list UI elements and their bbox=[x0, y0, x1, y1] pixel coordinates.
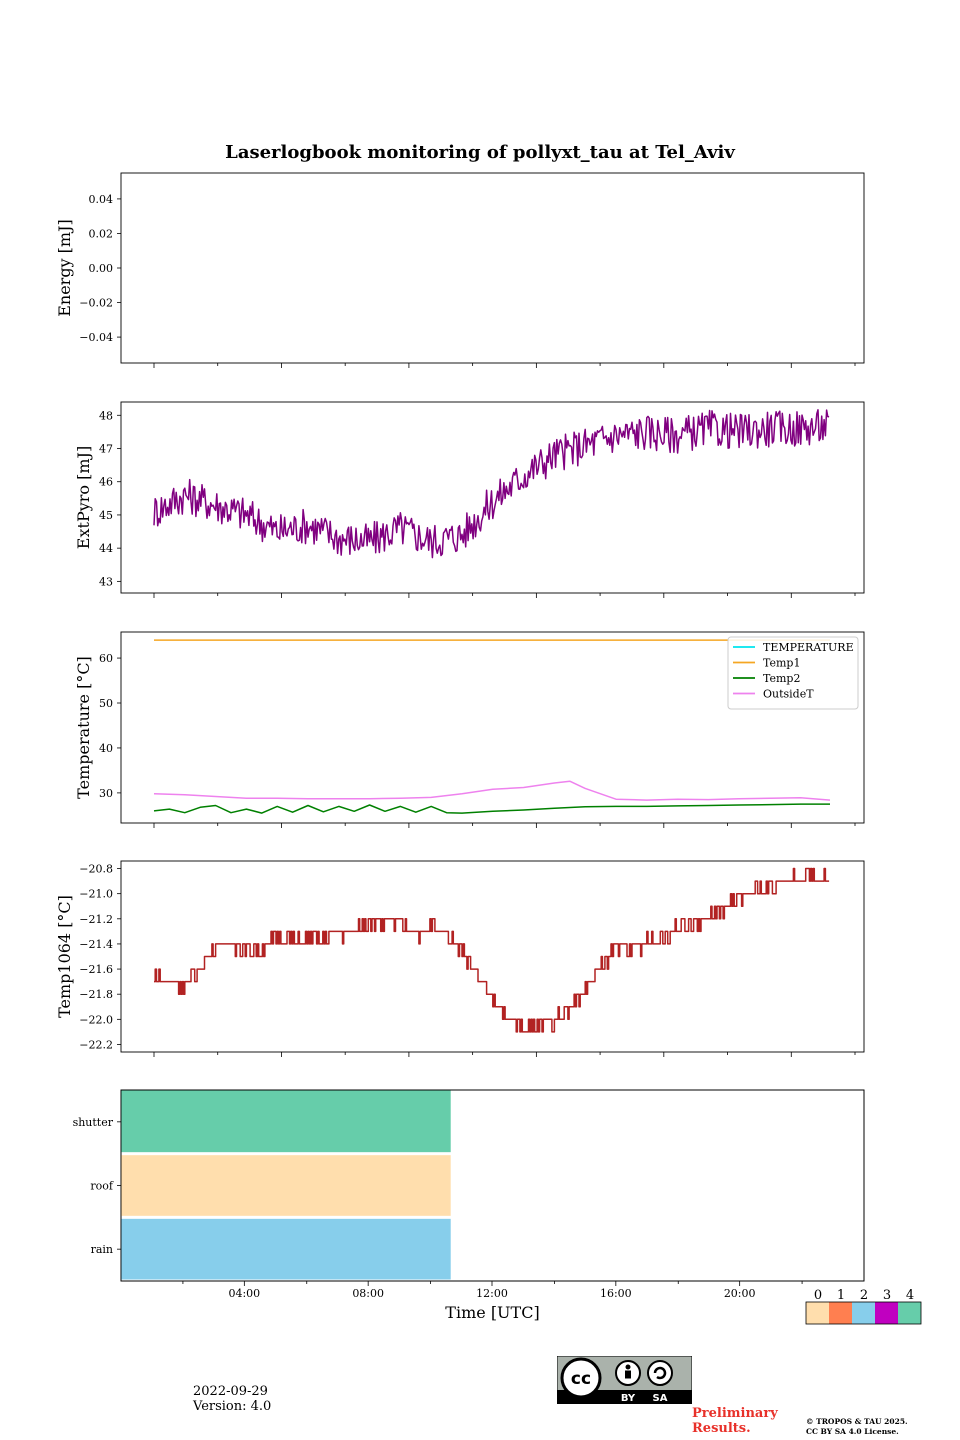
row-label-rain: rain bbox=[91, 1243, 113, 1256]
preliminary-results-label: Preliminary Results. bbox=[692, 1406, 778, 1436]
y-tick-label: 45 bbox=[99, 509, 113, 522]
plot-area-energy bbox=[120, 172, 865, 364]
x-tick-label: 08:00 bbox=[352, 1287, 384, 1300]
y-tick-label: −21.6 bbox=[79, 963, 113, 976]
y-tick-label: 43 bbox=[99, 575, 113, 588]
y-tick-label: −21.4 bbox=[79, 938, 113, 951]
x-tick-label: 20:00 bbox=[724, 1287, 756, 1300]
row-label-shutter: shutter bbox=[73, 1116, 114, 1129]
svg-text:cc: cc bbox=[571, 1369, 591, 1389]
legend-entry: Temp1 bbox=[763, 657, 800, 670]
y-tick-label: −21.2 bbox=[79, 913, 113, 926]
copyright-line-2: CC BY SA 4.0 License. bbox=[806, 1427, 899, 1436]
y-tick-label: −22.0 bbox=[79, 1013, 113, 1026]
status-segment-roof bbox=[121, 1155, 451, 1216]
y-axis-label: Temperature [°C] bbox=[74, 656, 93, 799]
colorbar-label: 1 bbox=[837, 1288, 845, 1303]
colorbar-label: 3 bbox=[883, 1288, 891, 1303]
y-tick-label: 47 bbox=[99, 443, 113, 456]
colorbar-frame bbox=[805, 1301, 922, 1325]
cc-icon bbox=[560, 1357, 602, 1399]
cc-license-badge: cc BY SA bbox=[556, 1355, 693, 1405]
y-axis-label: ExtPyro [mJ] bbox=[74, 446, 93, 549]
y-tick-label: −20.8 bbox=[79, 863, 113, 876]
legend-entry: Temp2 bbox=[763, 672, 800, 685]
series-line-temp1064 bbox=[154, 867, 830, 1033]
plot-frame bbox=[120, 1089, 865, 1282]
copyright-line-1: © TROPOS & TAU 2025. bbox=[806, 1417, 908, 1426]
legend: TEMPERATURE Temp1 Temp2 OutsideT bbox=[727, 636, 859, 710]
y-tick-label: −0.02 bbox=[79, 297, 113, 310]
chart-panel-extpyro: 43 44 45 46 47 48 ExtPyro [mJ] bbox=[74, 401, 865, 598]
y-tick-label: 0.00 bbox=[89, 262, 114, 275]
y-tick-label: 50 bbox=[99, 697, 113, 710]
x-axis-label: Time [UTC] bbox=[445, 1303, 539, 1322]
y-tick-label: −21.8 bbox=[79, 988, 113, 1001]
status-segment-rain bbox=[121, 1218, 451, 1280]
colorbar-swatch bbox=[852, 1302, 875, 1324]
chart-panel-energy: −0.04 −0.02 0.00 0.02 0.04 Energy [mJ] bbox=[55, 172, 865, 368]
colorbar-swatch bbox=[806, 1302, 829, 1324]
y-tick-label: −0.04 bbox=[79, 331, 113, 344]
y-axis-label: Energy [mJ] bbox=[55, 219, 74, 317]
x-tick-label: 04:00 bbox=[228, 1287, 260, 1300]
y-tick-label: 0.02 bbox=[89, 227, 114, 240]
y-axis-label: Temp1064 [°C] bbox=[55, 895, 74, 1018]
legend-box bbox=[727, 636, 859, 710]
y-tick-label: 30 bbox=[99, 787, 113, 800]
y-tick-label: 44 bbox=[99, 542, 113, 555]
series-line-extpyro bbox=[153, 409, 830, 559]
sa-icon bbox=[647, 1360, 673, 1386]
colorbar-swatch bbox=[875, 1302, 898, 1324]
colorbar-label: 2 bbox=[860, 1288, 868, 1303]
x-tick-label: 12:00 bbox=[476, 1287, 508, 1300]
y-tick-label: 60 bbox=[99, 652, 113, 665]
y-tick-label: 48 bbox=[99, 409, 113, 422]
version-label: Version: 4.0 bbox=[193, 1399, 272, 1414]
colorbar-swatch bbox=[898, 1302, 921, 1324]
y-tick-label: 46 bbox=[99, 476, 113, 489]
chart-panel-temperature: 30 40 50 60 Temperature [°C] TEMPERATURE Temp1… bbox=[74, 631, 865, 828]
y-tick-label: 0.04 bbox=[89, 193, 114, 206]
figure-title: Laserlogbook monitoring of pollyxt_tau a… bbox=[225, 142, 735, 163]
sa-label: SA bbox=[653, 1393, 668, 1404]
by-label: BY bbox=[621, 1393, 636, 1404]
status-segment-shutter bbox=[121, 1090, 451, 1153]
chart-panel-temp1064: −22.2 −22.0 −21.8 −21.6 −21.4 −21.2 −21.0 −20.8… bbox=[55, 860, 865, 1057]
colorbar-label: 4 bbox=[906, 1288, 914, 1303]
date-version-block: 2022-09-29 Version: 4.0 bbox=[193, 1384, 271, 1414]
colorbar-label: 0 bbox=[814, 1288, 822, 1303]
legend-entry: OutsideT bbox=[763, 688, 814, 701]
series-line-temp2 bbox=[153, 803, 830, 814]
legend-entry: TEMPERATURE bbox=[763, 641, 854, 654]
y-tick-label: 40 bbox=[99, 742, 113, 755]
row-label-roof: roof bbox=[90, 1180, 114, 1193]
x-tick-label: 16:00 bbox=[600, 1287, 632, 1300]
series-line-outsidet bbox=[153, 780, 831, 801]
y-tick-label: −22.2 bbox=[79, 1038, 113, 1051]
colorbar-swatch bbox=[829, 1302, 852, 1324]
date-label: 2022-09-29 bbox=[193, 1384, 268, 1399]
chart-panel-status: shutter roof rain 04:00 08:00 12:00 16:00 20:00… bbox=[73, 1089, 865, 1322]
y-tick-label: −21.0 bbox=[79, 888, 113, 901]
copyright-notice: © TROPOS & TAU 2025. CC BY SA 4.0 Licens… bbox=[806, 1417, 908, 1437]
plot-area-temp1064 bbox=[120, 860, 865, 1053]
